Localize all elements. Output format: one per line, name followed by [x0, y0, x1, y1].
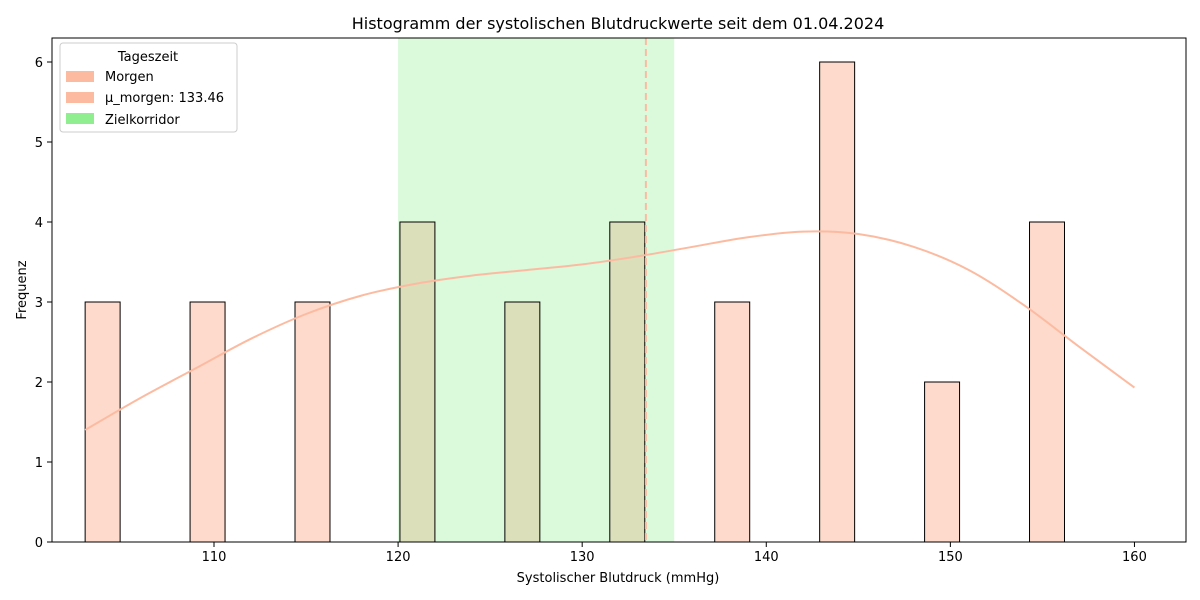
axes-frame — [51, 37, 1187, 543]
legend-swatch-zielkorridor — [66, 113, 94, 124]
y-tick-label-3: 3 — [35, 296, 43, 311]
histogram-bar-5 — [609, 221, 646, 543]
histogram-bar-0 — [84, 301, 121, 543]
kde-curve — [84, 230, 1136, 431]
histogram-bar-4 — [504, 301, 541, 543]
legend-title: Tageszeit — [117, 50, 178, 65]
histogram-bar-2 — [294, 301, 331, 543]
legend-label-morgen: Morgen — [105, 70, 154, 85]
legend-label-mean: µ_morgen: 133.46 — [105, 91, 224, 106]
y-tick-label-1: 1 — [35, 456, 43, 471]
legend-frame — [59, 42, 238, 133]
y-tick-label-5: 5 — [35, 136, 43, 151]
chart-title: Histogramm der systolischen Blutdruckwer… — [352, 14, 885, 33]
x-tick-label-140: 140 — [754, 550, 779, 565]
histogram-bar-9 — [1029, 221, 1065, 543]
y-tick-label-0: 0 — [35, 536, 43, 551]
y-tick-label-4: 4 — [35, 216, 43, 231]
y-axis-label: Frequenz — [15, 260, 30, 319]
y-tick-label-2: 2 — [35, 376, 43, 391]
x-tick-label-130: 130 — [570, 550, 595, 565]
legend: Tageszeit Morgen µ_morgen: 133.46 Zielko… — [59, 42, 238, 133]
histogram-bar-8 — [924, 381, 961, 543]
histogram-bar-3 — [399, 221, 436, 543]
histogram-bar-1 — [189, 301, 226, 543]
x-tick-label-150: 150 — [938, 550, 963, 565]
histogram-bar-6 — [714, 301, 751, 543]
plot-area: 110 120 130 140 150 160 0 1 2 3 4 5 6 — [35, 37, 1187, 565]
x-axis-label: Systolischer Blutdruck (mmHg) — [517, 571, 720, 586]
legend-label-zielkorridor: Zielkorridor — [105, 113, 180, 128]
histogram-bar-7 — [819, 61, 856, 543]
y-tick-label-6: 6 — [35, 56, 43, 71]
legend-swatch-morgen — [66, 71, 94, 82]
x-tick-label-110: 110 — [202, 550, 227, 565]
legend-swatch-mean — [66, 92, 94, 103]
x-tick-label-160: 160 — [1122, 550, 1147, 565]
x-tick-label-120: 120 — [386, 550, 411, 565]
